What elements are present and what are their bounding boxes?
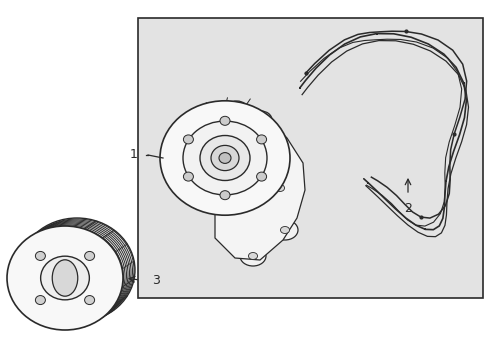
Polygon shape <box>200 108 305 260</box>
Ellipse shape <box>182 127 204 145</box>
Ellipse shape <box>206 113 214 119</box>
Ellipse shape <box>189 133 197 139</box>
Ellipse shape <box>257 172 267 181</box>
Ellipse shape <box>267 178 293 198</box>
Ellipse shape <box>200 135 250 180</box>
Ellipse shape <box>257 135 267 144</box>
Ellipse shape <box>226 101 248 119</box>
Ellipse shape <box>199 107 221 125</box>
Ellipse shape <box>275 184 285 192</box>
Ellipse shape <box>248 252 258 260</box>
Ellipse shape <box>85 251 95 260</box>
Ellipse shape <box>35 251 46 260</box>
Ellipse shape <box>41 256 89 300</box>
Text: 1: 1 <box>130 148 138 162</box>
Ellipse shape <box>19 218 135 322</box>
Ellipse shape <box>220 116 230 125</box>
Ellipse shape <box>257 117 265 123</box>
Ellipse shape <box>219 153 231 163</box>
Ellipse shape <box>52 260 78 296</box>
Bar <box>138 18 483 298</box>
Ellipse shape <box>183 172 194 181</box>
Ellipse shape <box>211 145 239 171</box>
Ellipse shape <box>280 226 290 234</box>
Ellipse shape <box>160 101 290 215</box>
Ellipse shape <box>7 226 123 330</box>
Ellipse shape <box>250 111 272 129</box>
Ellipse shape <box>35 296 46 305</box>
Ellipse shape <box>183 121 267 195</box>
Ellipse shape <box>85 296 95 305</box>
Ellipse shape <box>220 191 230 200</box>
Ellipse shape <box>272 220 298 240</box>
Text: 2: 2 <box>404 202 412 215</box>
Ellipse shape <box>183 135 194 144</box>
Text: 3: 3 <box>152 274 160 287</box>
Ellipse shape <box>240 246 266 266</box>
Ellipse shape <box>233 107 241 113</box>
